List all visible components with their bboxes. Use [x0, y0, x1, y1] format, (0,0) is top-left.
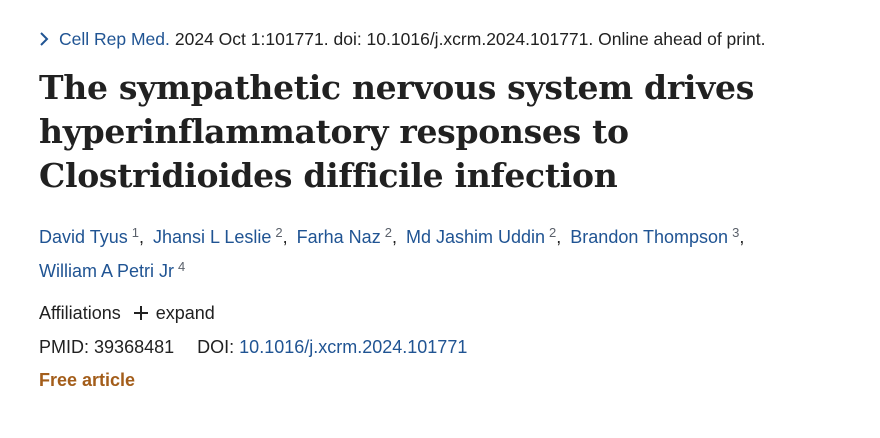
doi-label: DOI: [197, 337, 235, 357]
authors-list: David Tyus 1, Jhansi L Leslie 2, Farha Naz… [39, 218, 839, 286]
author-affiliation-number[interactable]: 4 [178, 259, 186, 274]
expand-affiliations-button[interactable]: expand [133, 299, 215, 327]
affiliations-row: Affiliations expand [39, 299, 859, 327]
author-link[interactable]: Brandon Thompson [570, 227, 729, 247]
citation-details: 2024 Oct 1:101771. doi: 10.1016/j.xcrm.2… [174, 29, 766, 49]
author-separator: , [138, 227, 144, 247]
author-affiliation-number[interactable]: 2 [384, 225, 392, 240]
author-separator: , [556, 227, 562, 247]
author-item: Farha Naz 2 [296, 225, 392, 247]
identifiers-row: PMID: 39368481 DOI: 10.1016/j.xcrm.2024.… [39, 333, 859, 361]
doi-link[interactable]: 10.1016/j.xcrm.2024.101771 [239, 337, 468, 357]
chevron-right-icon[interactable] [39, 26, 53, 52]
author-link[interactable]: Md Jashim Uddin [405, 227, 546, 247]
author-separator: , [391, 227, 397, 247]
author-item: Brandon Thompson 3 [570, 225, 740, 247]
author-link[interactable]: Jhansi L Leslie [152, 227, 272, 247]
author-affiliation-number[interactable]: 2 [275, 225, 283, 240]
free-article-badge: Free article [39, 370, 136, 390]
author-link[interactable]: Farha Naz [296, 227, 381, 247]
author-affiliation-number[interactable]: 2 [549, 225, 557, 240]
author-item: David Tyus 1 [39, 225, 139, 247]
plus-icon [133, 305, 149, 321]
author-link[interactable]: David Tyus [39, 227, 128, 247]
author-separator: , [739, 227, 745, 247]
citation-line: Cell Rep Med. 2024 Oct 1:101771. doi: 10… [39, 26, 859, 52]
author-separator: , [282, 227, 288, 247]
pmid-value: 39368481 [94, 337, 175, 357]
journal-link[interactable]: Cell Rep Med. [59, 29, 170, 49]
article-title: The sympathetic nervous system drives hy… [39, 68, 754, 195]
author-item: William A Petri Jr 4 [39, 259, 186, 281]
author-item: Md Jashim Uddin 2 [405, 225, 557, 247]
expand-label: expand [155, 303, 215, 323]
author-item: Jhansi L Leslie 2 [152, 225, 283, 247]
author-link[interactable]: William A Petri Jr [39, 261, 175, 281]
article-header: Cell Rep Med. 2024 Oct 1:101771. doi: 10… [39, 26, 859, 394]
author-affiliation-number[interactable]: 1 [131, 225, 139, 240]
author-affiliation-number[interactable]: 3 [732, 225, 740, 240]
affiliations-label: Affiliations [39, 303, 121, 323]
pmid-label: PMID: [39, 337, 90, 357]
